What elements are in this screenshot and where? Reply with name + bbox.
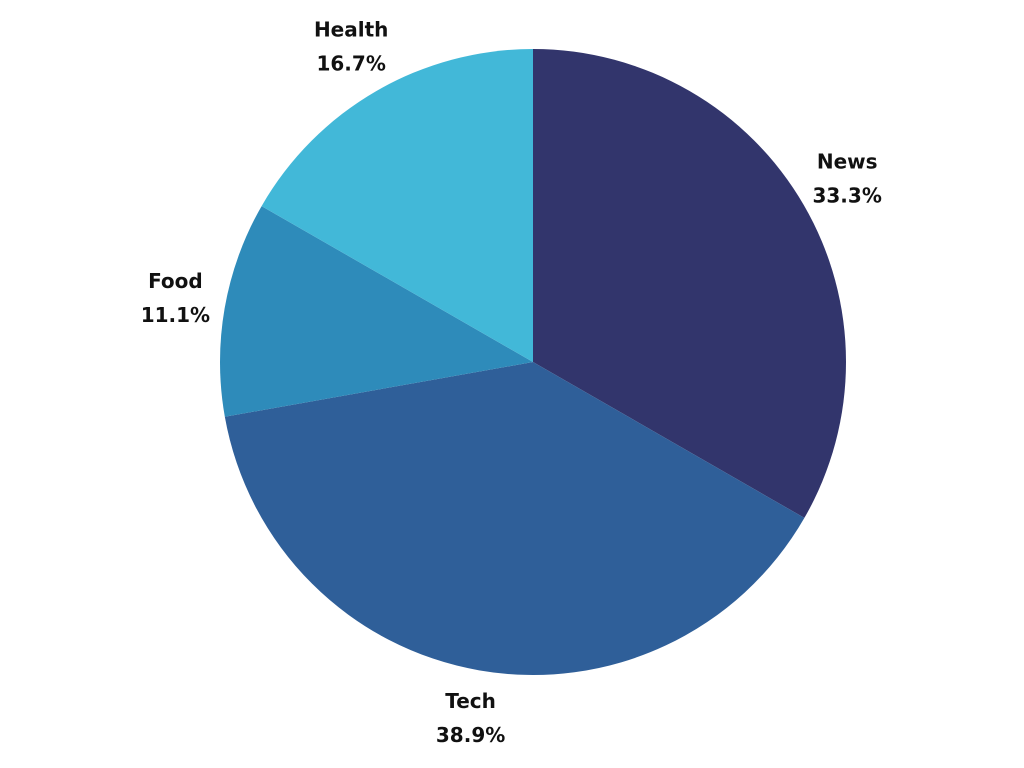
pie-slice	[219, 206, 533, 417]
value-label: 33.3%	[812, 184, 881, 208]
pie-slice	[261, 49, 533, 362]
slice-label: Food	[148, 269, 203, 293]
value-label: 38.9%	[436, 723, 505, 747]
slice-label: Tech	[445, 689, 496, 713]
pie-slice	[224, 362, 805, 675]
value-label: 11.1%	[141, 303, 210, 327]
pie-slice	[533, 49, 846, 518]
value-label: 16.7%	[316, 51, 385, 75]
slice-label: Health	[314, 17, 388, 41]
slice-label: News	[817, 150, 878, 174]
